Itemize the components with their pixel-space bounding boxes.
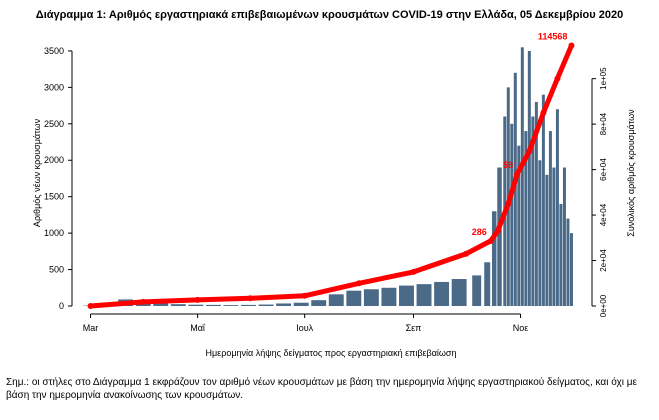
x-tick-label: Σεπ	[406, 323, 422, 333]
daily-bar	[517, 145, 521, 306]
daily-bar	[363, 289, 379, 306]
cumulative-point	[194, 296, 201, 303]
daily-bar	[434, 281, 450, 306]
cumulative-point	[540, 109, 547, 116]
daily-bar	[497, 167, 502, 306]
daily-bar	[538, 160, 542, 306]
y-tick-label: 1000	[44, 228, 64, 238]
cumulative-point	[301, 292, 308, 299]
cumulative-point	[554, 75, 561, 82]
daily-bar	[472, 275, 482, 306]
y-tick-label: 3000	[44, 82, 64, 92]
y2-tick-label: 4e+04	[599, 203, 608, 226]
daily-bar	[258, 304, 274, 306]
cumulative-point	[487, 237, 494, 244]
y2-tick-label: 6e+04	[599, 158, 608, 181]
cumulative-line	[88, 43, 574, 309]
daily-bar	[527, 50, 531, 307]
daily-bar	[241, 304, 256, 306]
y2-axis-label: Συνολικός αριθμός κρουσμάτων	[626, 109, 636, 237]
daily-bar	[381, 287, 397, 306]
daily-bar	[520, 47, 524, 307]
y-tick-label: 0	[59, 301, 64, 311]
chart-note: Σημ.: οι στήλες στο Διάγραμμα 1 εκφράζου…	[6, 377, 637, 401]
y2-tick-label: 2e+04	[599, 249, 608, 272]
daily-bar	[559, 203, 563, 306]
daily-bar	[293, 302, 309, 306]
cumulative-point	[356, 280, 363, 287]
y-tick-label: 3500	[44, 46, 64, 56]
daily-bar	[555, 109, 559, 306]
daily-bar	[346, 290, 362, 306]
daily-bar	[510, 123, 514, 306]
x-tick-label: Mar	[83, 323, 99, 333]
cumulative-point	[494, 227, 501, 234]
y-tick-label: 500	[49, 265, 64, 275]
cumulative-point	[140, 298, 147, 305]
x-axis-label: Ημερομηνία λήψης δείγματος προς εργαστηρ…	[206, 348, 457, 358]
y2-tick-label: 8e+04	[599, 112, 608, 135]
daily-bar	[562, 167, 566, 306]
y-tick-label: 1500	[44, 192, 64, 202]
cumulative-annotation: 286	[472, 227, 487, 237]
chart-svg: 0 500 1000 1500 2000 2500 3000 3500 Αριθμός νέων…	[32, 32, 636, 358]
daily-bar	[491, 211, 497, 306]
daily-bar	[188, 304, 204, 306]
cumulative-point	[247, 295, 254, 302]
x-tick-label: Ιουλ	[296, 323, 313, 333]
y-tick-label: 2500	[44, 119, 64, 129]
daily-bar	[484, 262, 491, 306]
plot-area: 0 500 1000 1500 2000 2500 3000 3500 Αριθμός νέων…	[32, 32, 636, 358]
daily-bar	[541, 94, 545, 306]
daily-bar	[569, 233, 573, 306]
y2-tick-label: 1e+05	[599, 67, 608, 90]
daily-bar	[311, 300, 327, 306]
daily-bar	[566, 218, 570, 306]
chart-title: Διάγραμμα 1: Αριθμός εργαστηριακά επιβεβ…	[35, 9, 624, 21]
cumulative-point	[463, 250, 470, 257]
daily-bar	[545, 174, 549, 306]
daily-bar	[399, 285, 414, 306]
daily-bar	[513, 72, 517, 306]
daily-bar	[276, 303, 292, 306]
cumulative-point	[526, 148, 533, 155]
daily-bar	[170, 304, 186, 306]
daily-bar	[524, 131, 528, 306]
daily-bar	[548, 131, 552, 306]
cumulative-point	[568, 42, 575, 49]
cumulative-point	[410, 268, 417, 275]
cumulative-point	[87, 303, 94, 309]
y-axis-label: Αριθμός νέων κρουσμάτων	[32, 118, 42, 227]
cumulative-point	[514, 171, 521, 178]
daily-bar	[205, 304, 221, 306]
daily-bar	[416, 284, 432, 306]
daily-bar	[552, 167, 556, 306]
x-tick-label: Μαΐ	[190, 323, 206, 333]
daily-bar	[153, 303, 169, 306]
daily-bar	[223, 305, 239, 306]
daily-bar	[534, 101, 538, 306]
cumulative-annotation: 114568	[538, 32, 568, 42]
daily-bar	[451, 279, 467, 306]
y-tick-label: 2000	[44, 155, 64, 165]
y2-tick-label: 0e+00	[599, 294, 608, 317]
daily-bar	[328, 294, 344, 306]
cumulative-annotation: 58	[503, 160, 513, 170]
daily-bar	[531, 116, 535, 307]
cumulative-point	[505, 200, 512, 207]
x-tick-label: Νοε	[513, 323, 529, 333]
